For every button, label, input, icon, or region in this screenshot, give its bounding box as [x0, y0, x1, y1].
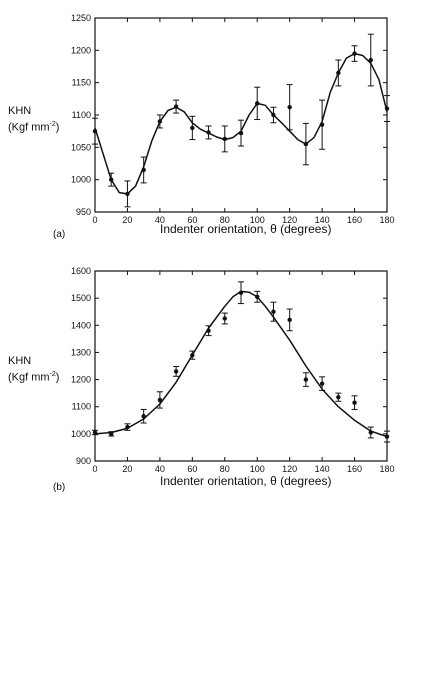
data-point [319, 122, 325, 127]
panel-label: (b) [53, 482, 66, 493]
y-axis-label-line2: (Kgf mm [8, 121, 50, 134]
y-tick-label: 1600 [71, 266, 91, 276]
y-tick-label: 1200 [71, 45, 91, 55]
x-axis-label: Indenter orientation, θ (degrees) [160, 474, 332, 488]
y-axis-label: KHN (Kgf mm-2) [8, 355, 59, 385]
x-tick-label: 160 [347, 464, 362, 474]
data-point [157, 119, 163, 124]
y-tick-label: 1100 [72, 110, 91, 120]
data-point [173, 104, 179, 109]
x-tick-label: 20 [122, 464, 132, 474]
data-point [352, 400, 357, 405]
y-tick-label: 1000 [71, 429, 91, 439]
data-point [384, 106, 390, 111]
data-point [222, 316, 227, 321]
data-point [222, 136, 227, 142]
y-axis-label-exponent: -2 [49, 121, 56, 128]
panel-label: (a) [53, 229, 66, 240]
x-tick-label: 160 [347, 215, 362, 225]
y-tick-label: 1000 [71, 175, 91, 185]
data-point [255, 101, 260, 106]
y-axis-label-exponent: -2 [49, 371, 56, 378]
data-point [336, 395, 341, 400]
x-tick-label: 120 [282, 215, 297, 225]
data-point [238, 130, 244, 136]
data-point [255, 294, 260, 299]
x-tick-label: 180 [379, 215, 394, 225]
x-tick-label: 140 [315, 464, 330, 474]
data-point [206, 328, 211, 333]
x-tick-label: 60 [187, 464, 197, 474]
data-point [206, 130, 211, 135]
x-tick-label: 0 [92, 464, 97, 474]
y-axis-label-close: ) [55, 371, 60, 384]
y-tick-label: 1400 [71, 320, 91, 330]
x-tick-label: 100 [250, 215, 265, 225]
y-axis-label-line1: KHN [8, 355, 32, 367]
data-point [141, 167, 146, 173]
y-tick-label: 1500 [71, 293, 91, 303]
data-point [271, 112, 276, 118]
fit-curve [94, 290, 388, 438]
data-point [157, 397, 163, 403]
y-axis-label-line1: KHN [8, 105, 32, 117]
data-point [319, 381, 325, 386]
x-tick-label: 140 [315, 215, 330, 225]
y-tick-label: 1150 [72, 78, 91, 88]
y-tick-label: 1300 [71, 347, 91, 357]
data-point [368, 430, 373, 435]
data-point [352, 51, 357, 56]
chart-panel-b: KHN (Kgf mm-2) 900 1000 1100 1200 1300 1400 15… [0, 255, 432, 495]
y-axis-label-line2: (Kgf mm [8, 371, 50, 384]
data-point [336, 70, 341, 76]
data-point [368, 57, 373, 63]
y-tick-label: 950 [76, 207, 91, 217]
data-point [287, 105, 292, 110]
chart-a: 950 1000 1050 1100 1150 1200 1250 0 20 40 60 80 100 1… [71, 13, 395, 225]
data-point [287, 317, 292, 323]
data-point [271, 309, 276, 314]
data-point [173, 369, 179, 374]
data-point [384, 434, 390, 439]
y-tick-label: 1100 [72, 402, 91, 412]
data-point [109, 431, 114, 437]
data-point [141, 414, 146, 419]
data-point [125, 191, 130, 197]
data-point [92, 128, 98, 134]
x-tick-label: 40 [155, 215, 165, 225]
data-point [190, 125, 195, 131]
x-axis-label: Indenter orientation, θ (degrees) [160, 222, 332, 236]
data-point [125, 424, 130, 430]
x-tick-label: 40 [155, 464, 165, 474]
y-tick-label: 900 [76, 456, 91, 466]
data-point [109, 177, 114, 182]
data-point [92, 430, 98, 435]
y-tick-label: 1250 [71, 13, 91, 23]
x-tick-label: 80 [220, 464, 230, 474]
y-axis-label: KHN (Kgf mm-2) [8, 105, 59, 135]
x-tick-label: 20 [122, 215, 132, 225]
x-tick-label: 120 [282, 464, 297, 474]
x-tick-label: 0 [92, 215, 97, 225]
data-point [190, 352, 195, 358]
data-point [303, 141, 309, 147]
data-point [303, 377, 309, 382]
chart-b: 900 1000 1100 1200 1300 1400 1500 1600 0 20 40 60 80… [71, 266, 395, 474]
x-tick-label: 180 [379, 464, 394, 474]
y-tick-label: 1050 [71, 142, 91, 152]
y-tick-label: 1200 [71, 375, 91, 385]
data-point [238, 290, 244, 295]
x-tick-label: 60 [187, 215, 197, 225]
x-tick-label: 100 [250, 464, 265, 474]
x-tick-label: 80 [220, 215, 230, 225]
y-axis-label-close: ) [55, 121, 60, 134]
plot-frame [94, 270, 388, 462]
chart-panel-a: KHN (Kgf mm-2) 950 1000 1050 1100 1150 1200 12… [0, 0, 432, 250]
plot-frame [94, 17, 388, 213]
